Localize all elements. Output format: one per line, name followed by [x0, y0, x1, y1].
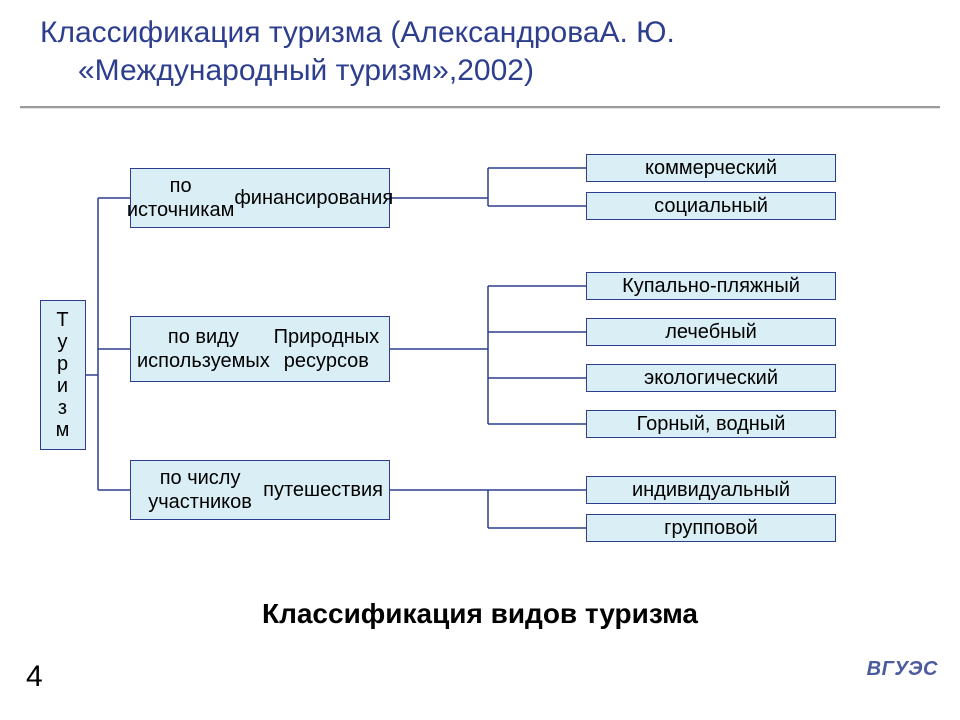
- category-box-count: по числу участниковпутешествия: [130, 460, 390, 520]
- category-box-resources: по виду используемыхПриродных ресурсов: [130, 316, 390, 382]
- item-box-0: коммерческий: [586, 154, 836, 182]
- page-number: 4: [26, 660, 43, 694]
- item-box-4: экологический: [586, 364, 836, 392]
- item-box-6: индивидуальный: [586, 476, 836, 504]
- title-rule: [20, 106, 940, 109]
- item-box-3: лечебный: [586, 318, 836, 346]
- item-box-5: Горный, водный: [586, 410, 836, 438]
- item-box-1: социальный: [586, 192, 836, 220]
- slide-title: Классификация туризма (АлександроваА. Ю.…: [40, 14, 920, 90]
- root-box: Туризм: [40, 300, 86, 450]
- category-box-finance: по источникамфинансирования: [130, 168, 390, 228]
- logo: ВГУЭС: [818, 658, 938, 706]
- title-line-2: «Международный туризм»,2002): [40, 52, 920, 90]
- item-box-7: групповой: [586, 514, 836, 542]
- item-box-2: Купально-пляжный: [586, 272, 836, 300]
- caption: Классификация видов туризма: [0, 598, 960, 630]
- title-line-1: Классификация туризма (АлександроваА. Ю.: [40, 14, 920, 52]
